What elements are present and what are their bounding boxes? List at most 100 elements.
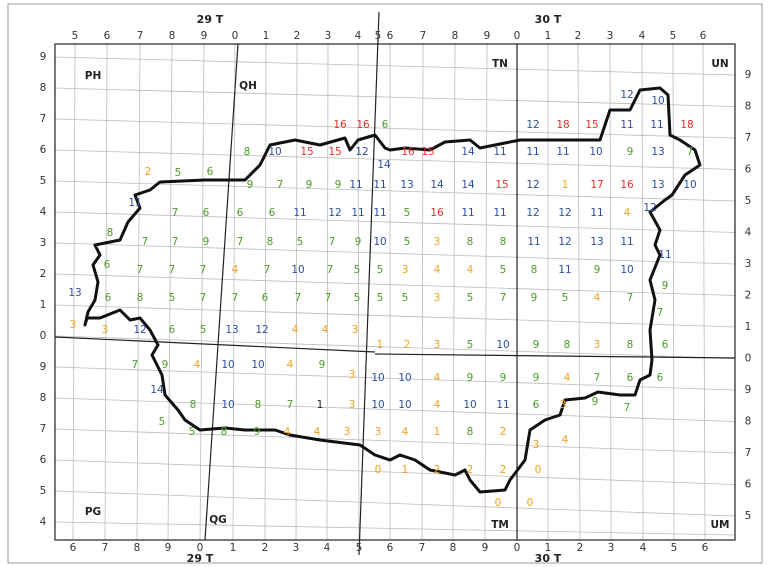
bottom-label: 5 xyxy=(356,542,363,554)
cell-value: 5 xyxy=(467,339,474,351)
cell-value: 7 xyxy=(237,236,244,248)
top-label: 5 xyxy=(670,30,677,42)
cell-value: 6 xyxy=(237,207,244,219)
grid-line xyxy=(54,490,736,517)
cell-value: 7 xyxy=(200,292,207,304)
cell-value: 14 xyxy=(430,179,444,191)
cell-value: 7 xyxy=(657,307,664,319)
bottom-label: 1 xyxy=(230,542,237,554)
cell-value: 10 xyxy=(463,399,476,411)
cell-value: 5 xyxy=(562,292,569,304)
cell-value: 16 xyxy=(620,179,634,191)
cell-value: 15 xyxy=(421,146,434,158)
left-label: 0 xyxy=(40,330,47,342)
top-label: 3 xyxy=(325,30,332,42)
bottom-label: 2 xyxy=(262,542,269,554)
cell-value: 16 xyxy=(333,119,347,131)
cell-value: 5 xyxy=(159,416,166,428)
cell-value: 12 xyxy=(328,207,341,219)
cell-value: 3 xyxy=(594,339,601,351)
cell-value: 15 xyxy=(585,119,598,131)
cell-value: 11 xyxy=(351,207,364,219)
top-label: 4 xyxy=(355,30,362,42)
cell-value: 6 xyxy=(104,259,111,271)
cell-value: 14 xyxy=(377,159,391,171)
cell-value: 11 xyxy=(128,197,141,209)
grid-line xyxy=(54,304,736,328)
grid-line xyxy=(357,43,360,541)
cell-value: 11 xyxy=(293,207,306,219)
square-label: TN xyxy=(492,58,508,70)
grid-line xyxy=(672,43,675,541)
cell-value: 2 xyxy=(434,464,441,476)
bottom-label: 2 xyxy=(577,542,584,554)
cell-value: 2 xyxy=(404,339,411,351)
cell-value: 10 xyxy=(496,339,509,351)
right-label: 6 xyxy=(745,164,752,176)
bottom-label: 6 xyxy=(387,542,394,554)
cell-value: 4 xyxy=(434,372,441,384)
cell-value: 6 xyxy=(533,399,540,411)
cell-value: 10 xyxy=(251,359,264,371)
cell-value: 7 xyxy=(627,292,634,304)
cell-value: 13 xyxy=(225,324,238,336)
cell-value: 5 xyxy=(200,324,207,336)
right-label: 4 xyxy=(745,227,752,239)
grid-line xyxy=(54,180,736,202)
cell-value: 3 xyxy=(375,426,382,438)
cell-value: 2 xyxy=(500,464,507,476)
cell-value: 5 xyxy=(169,292,176,304)
cell-value: 5 xyxy=(377,264,384,276)
cell-value: 7 xyxy=(687,146,694,158)
cell-value: 4 xyxy=(314,426,321,438)
cell-value: 16 xyxy=(430,207,444,219)
zone-label: 29 T xyxy=(187,552,214,565)
left-label: 6 xyxy=(40,454,47,466)
grid-line xyxy=(421,43,424,541)
cell-value: 3 xyxy=(533,439,540,451)
cell-value: 3 xyxy=(434,236,441,248)
cell-value: 3 xyxy=(434,292,441,304)
cell-value: 9 xyxy=(594,264,601,276)
top-label: 1 xyxy=(545,30,552,42)
cell-value: 15 xyxy=(328,146,341,158)
cell-value: 16 xyxy=(356,119,370,131)
cell-value: 6 xyxy=(207,166,214,178)
square-label: QH xyxy=(239,80,257,92)
left-label: 3 xyxy=(40,237,47,249)
cell-value: 13 xyxy=(590,236,603,248)
zone-label: 29 T xyxy=(197,13,224,26)
cell-value: 11 xyxy=(658,249,671,261)
cell-value: 3 xyxy=(102,324,109,336)
cell-value: 9 xyxy=(467,372,474,384)
cell-value: 7 xyxy=(142,236,149,248)
cell-value: 3 xyxy=(70,319,77,331)
top-label: 8 xyxy=(169,30,176,42)
cell-value: 4 xyxy=(467,264,474,276)
cell-value: 10 xyxy=(589,146,602,158)
cell-value: 9 xyxy=(533,339,540,351)
cell-value: 10 xyxy=(221,399,234,411)
square-label: PH xyxy=(85,70,101,82)
cell-value: 11 xyxy=(493,146,506,158)
bottom-label: 9 xyxy=(165,542,172,554)
cell-value: 5 xyxy=(404,236,411,248)
bottom-label: 6 xyxy=(702,542,709,554)
cell-value: 12 xyxy=(526,179,539,191)
cell-value: 10 xyxy=(268,146,281,158)
bottom-label: 7 xyxy=(419,542,426,554)
cell-value: 9 xyxy=(203,236,210,248)
left-label: 7 xyxy=(40,423,47,435)
grid-line xyxy=(609,43,612,541)
cell-value: 8 xyxy=(255,399,262,411)
cell-value: 18 xyxy=(680,119,693,131)
grid-line xyxy=(54,211,736,233)
right-label: 6 xyxy=(745,479,752,491)
cell-value: 2 xyxy=(500,426,507,438)
cell-value: 9 xyxy=(592,396,599,408)
bottom-label: 0 xyxy=(197,542,204,554)
cell-value: 5 xyxy=(377,292,384,304)
cell-value: 7 xyxy=(287,399,294,411)
right-label: 3 xyxy=(745,258,752,270)
bottom-label: 0 xyxy=(514,542,521,554)
